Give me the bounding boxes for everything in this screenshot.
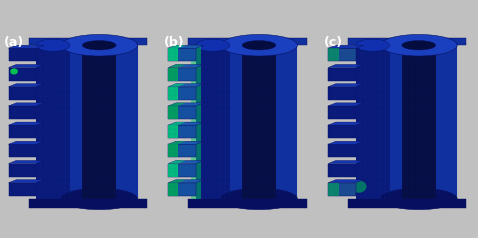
Bar	[168, 183, 178, 196]
Bar	[242, 45, 276, 199]
Ellipse shape	[61, 188, 138, 210]
Polygon shape	[328, 84, 363, 87]
Ellipse shape	[10, 68, 18, 74]
Bar	[36, 45, 70, 199]
Polygon shape	[328, 45, 363, 48]
Polygon shape	[168, 45, 185, 48]
Polygon shape	[9, 122, 44, 125]
Ellipse shape	[61, 35, 138, 56]
Polygon shape	[9, 64, 44, 68]
Text: (b): (b)	[163, 36, 185, 49]
Bar	[168, 144, 196, 157]
Ellipse shape	[380, 35, 457, 56]
Bar	[9, 183, 36, 196]
Bar	[328, 68, 356, 81]
Bar	[328, 183, 339, 196]
Polygon shape	[168, 141, 204, 144]
Ellipse shape	[242, 40, 276, 50]
Ellipse shape	[220, 188, 297, 210]
Bar	[188, 38, 306, 45]
Bar	[328, 164, 356, 177]
Bar	[9, 48, 36, 61]
Bar	[348, 38, 467, 45]
Bar	[168, 48, 196, 61]
Bar	[168, 164, 178, 177]
Polygon shape	[168, 122, 204, 125]
Polygon shape	[9, 180, 44, 183]
Bar	[61, 45, 138, 199]
Bar	[402, 45, 435, 199]
Polygon shape	[168, 45, 204, 48]
Text: (c): (c)	[324, 36, 343, 49]
Polygon shape	[168, 84, 204, 87]
Bar	[29, 199, 147, 208]
Bar	[328, 87, 356, 100]
Polygon shape	[9, 141, 44, 144]
Bar	[328, 106, 356, 119]
Bar	[168, 68, 178, 81]
Polygon shape	[9, 45, 44, 48]
Bar	[168, 125, 196, 138]
Ellipse shape	[196, 39, 230, 51]
Ellipse shape	[82, 40, 116, 50]
Polygon shape	[168, 103, 185, 106]
Bar	[168, 164, 196, 177]
Bar	[191, 45, 201, 199]
Ellipse shape	[351, 180, 367, 193]
Ellipse shape	[220, 35, 297, 56]
Polygon shape	[9, 160, 44, 164]
Bar	[168, 68, 196, 81]
Polygon shape	[328, 64, 363, 68]
Polygon shape	[168, 64, 204, 68]
Polygon shape	[328, 122, 363, 125]
Bar	[188, 199, 306, 208]
Polygon shape	[168, 180, 204, 183]
Bar	[348, 199, 467, 208]
Bar	[168, 87, 178, 100]
Polygon shape	[168, 180, 185, 183]
Polygon shape	[168, 160, 204, 164]
Bar	[328, 183, 356, 196]
Bar	[168, 87, 196, 100]
Polygon shape	[168, 84, 185, 87]
Bar	[196, 45, 230, 199]
Ellipse shape	[356, 39, 390, 51]
Polygon shape	[328, 141, 363, 144]
Bar	[168, 106, 178, 119]
Bar	[9, 87, 36, 100]
Polygon shape	[168, 122, 185, 125]
Bar	[9, 164, 36, 177]
Bar	[328, 125, 356, 138]
Ellipse shape	[380, 188, 457, 210]
Bar	[168, 106, 196, 119]
Bar	[9, 68, 36, 81]
Bar	[29, 38, 147, 45]
Bar	[380, 45, 457, 199]
Bar	[168, 125, 178, 138]
Bar	[168, 144, 178, 157]
Polygon shape	[168, 64, 185, 68]
Polygon shape	[328, 180, 363, 183]
Bar	[328, 48, 356, 61]
Polygon shape	[328, 103, 363, 106]
Polygon shape	[168, 103, 204, 106]
Bar	[220, 45, 297, 199]
Polygon shape	[328, 160, 363, 164]
Bar	[82, 45, 116, 199]
Ellipse shape	[402, 40, 435, 50]
Bar	[328, 144, 356, 157]
Polygon shape	[9, 103, 44, 106]
Bar	[168, 48, 178, 61]
Polygon shape	[168, 141, 185, 144]
Ellipse shape	[36, 39, 70, 51]
Bar	[168, 183, 196, 196]
Text: (a): (a)	[4, 36, 24, 49]
Polygon shape	[168, 160, 185, 164]
Bar	[328, 48, 339, 61]
Polygon shape	[9, 84, 44, 87]
Bar	[356, 45, 390, 199]
Bar	[9, 125, 36, 138]
Bar	[9, 106, 36, 119]
Bar	[9, 144, 36, 157]
